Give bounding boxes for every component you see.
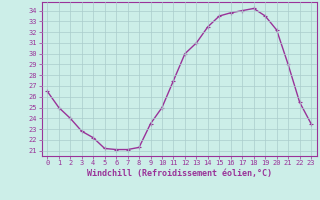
X-axis label: Windchill (Refroidissement éolien,°C): Windchill (Refroidissement éolien,°C) [87,169,272,178]
